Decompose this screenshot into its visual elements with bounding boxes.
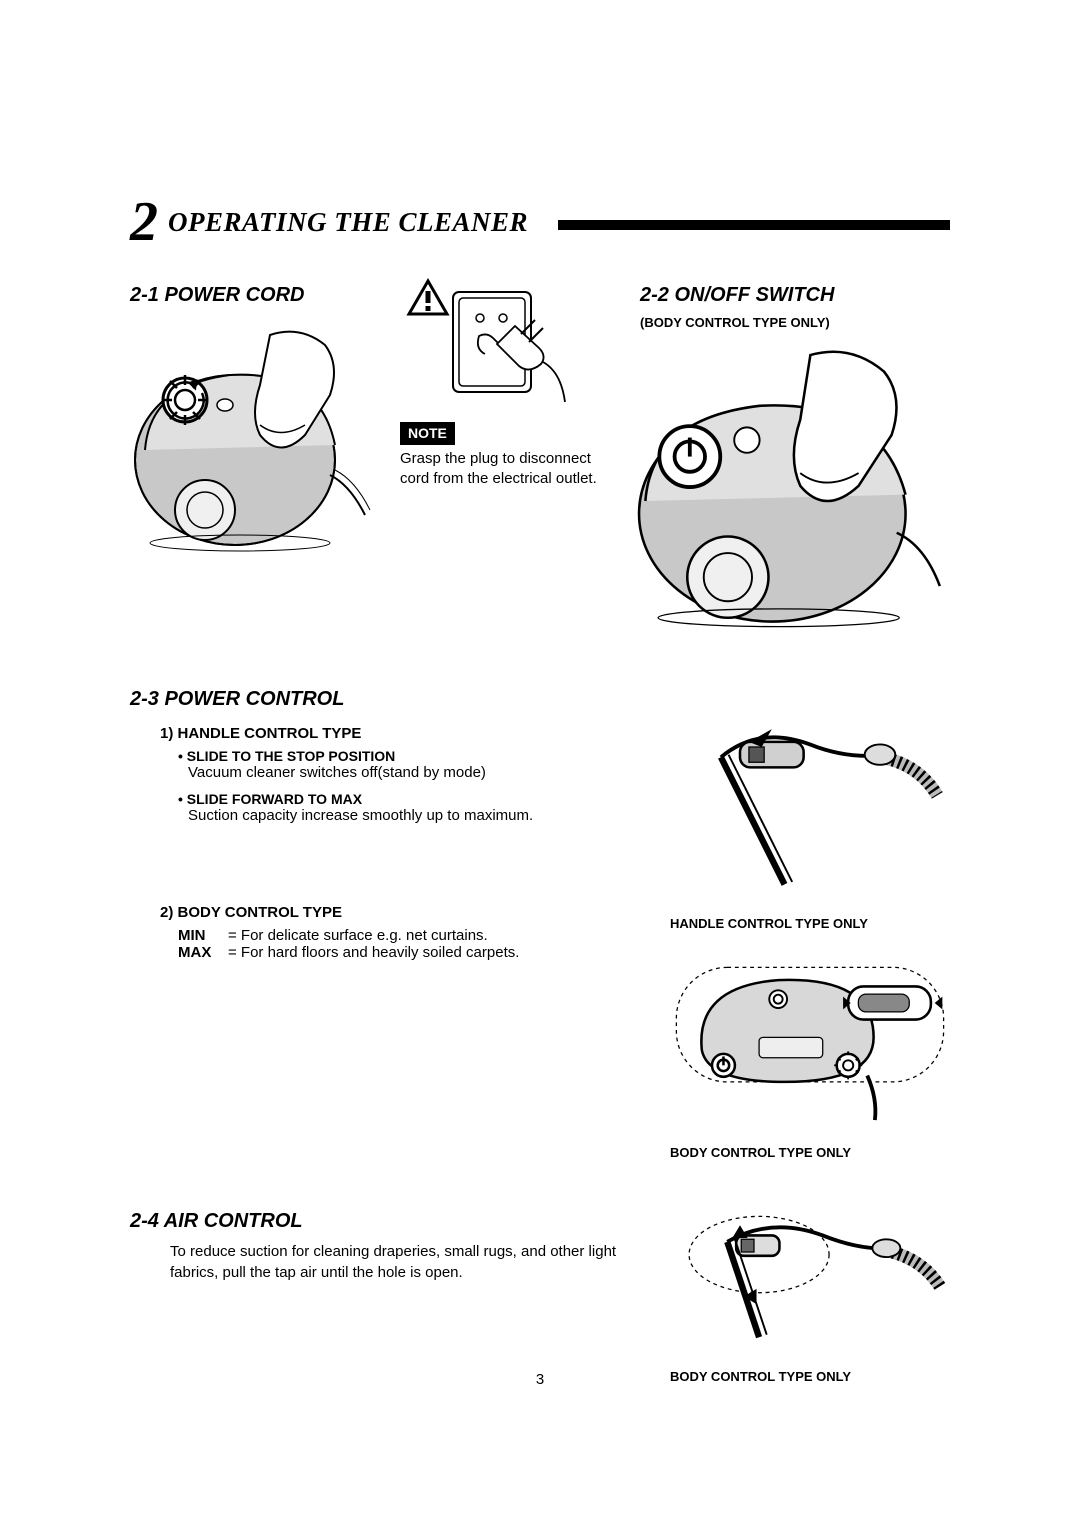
onoff-switch-illustration: [620, 336, 950, 628]
section-2-2-subtitle: (BODY CONTROL TYPE ONLY): [640, 315, 950, 330]
section-2-1-title: 2-1 POWER CORD: [130, 284, 380, 307]
chapter-bar: [558, 220, 950, 230]
note-text: Grasp the plug to disconnect cord from t…: [400, 449, 600, 490]
section-2-2-title: 2-2 ON/OFF SWITCH: [640, 284, 950, 307]
min-label: MIN: [178, 927, 228, 944]
slide-stop-heading: • SLIDE TO THE STOP POSITION: [178, 748, 630, 764]
chapter-title: OPERATING THE CLEANER: [168, 207, 528, 238]
handle-control-heading: 1) HANDLE CONTROL TYPE: [160, 725, 630, 742]
section-2-3-title: 2-3 POWER CONTROL: [130, 688, 950, 711]
section-2-4-title: 2-4 AIR CONTROL: [130, 1210, 630, 1233]
section-2-3-images: HANDLE CONTROL TYPE ONLY: [670, 719, 950, 1160]
slide-stop-text: Vacuum cleaner switches off(stand by mod…: [188, 764, 630, 781]
body-control-caption: BODY CONTROL TYPE ONLY: [670, 1145, 950, 1160]
manual-page: 2 OPERATING THE CLEANER 2-1 POWER CORD: [130, 190, 950, 1384]
section-2-3: 2-3 POWER CONTROL 1) HANDLE CONTROL TYPE…: [130, 688, 950, 1160]
warning-icon: [406, 278, 450, 318]
handle-control-caption: HANDLE CONTROL TYPE ONLY: [670, 916, 950, 931]
min-text: = For delicate surface e.g. net curtains…: [228, 927, 488, 944]
slide-max-text: Suction capacity increase smoothly up to…: [188, 807, 630, 824]
chapter-header: 2 OPERATING THE CLEANER: [130, 190, 950, 254]
body-control-illustration: [670, 961, 950, 1139]
section-2-3-text: 1) HANDLE CONTROL TYPE • SLIDE TO THE ST…: [130, 719, 630, 1160]
slide-max-heading: • SLIDE FORWARD TO MAX: [178, 791, 630, 807]
body-control-heading: 2) BODY CONTROL TYPE: [160, 904, 630, 921]
section-row-1: 2-1 POWER CORD: [130, 284, 950, 628]
min-max-defs: MIN= For delicate surface e.g. net curta…: [178, 927, 630, 961]
note-column: NOTE Grasp the plug to disconnect cord f…: [400, 284, 600, 628]
section-2-1: 2-1 POWER CORD: [130, 284, 380, 628]
section-2-4: 2-4 AIR CONTROL To reduce suction for cl…: [130, 1210, 950, 1384]
max-label: MAX: [178, 944, 228, 961]
air-control-text: To reduce suction for cleaning draperies…: [170, 1241, 630, 1283]
chapter-number: 2: [130, 190, 158, 254]
section-2-4-text: 2-4 AIR CONTROL To reduce suction for cl…: [130, 1210, 630, 1384]
note-label: NOTE: [400, 422, 455, 445]
handle-control-illustration: [670, 719, 950, 910]
note-block: NOTE Grasp the plug to disconnect cord f…: [400, 422, 600, 489]
section-2-2: 2-2 ON/OFF SWITCH (BODY CONTROL TYPE ONL…: [620, 284, 950, 628]
power-cord-illustration: [130, 315, 380, 555]
section-2-4-image: BODY CONTROL TYPE ONLY: [670, 1210, 950, 1384]
page-number: 3: [0, 1371, 1080, 1388]
max-text: = For hard floors and heavily soiled car…: [228, 944, 519, 961]
air-control-illustration: [670, 1210, 950, 1363]
